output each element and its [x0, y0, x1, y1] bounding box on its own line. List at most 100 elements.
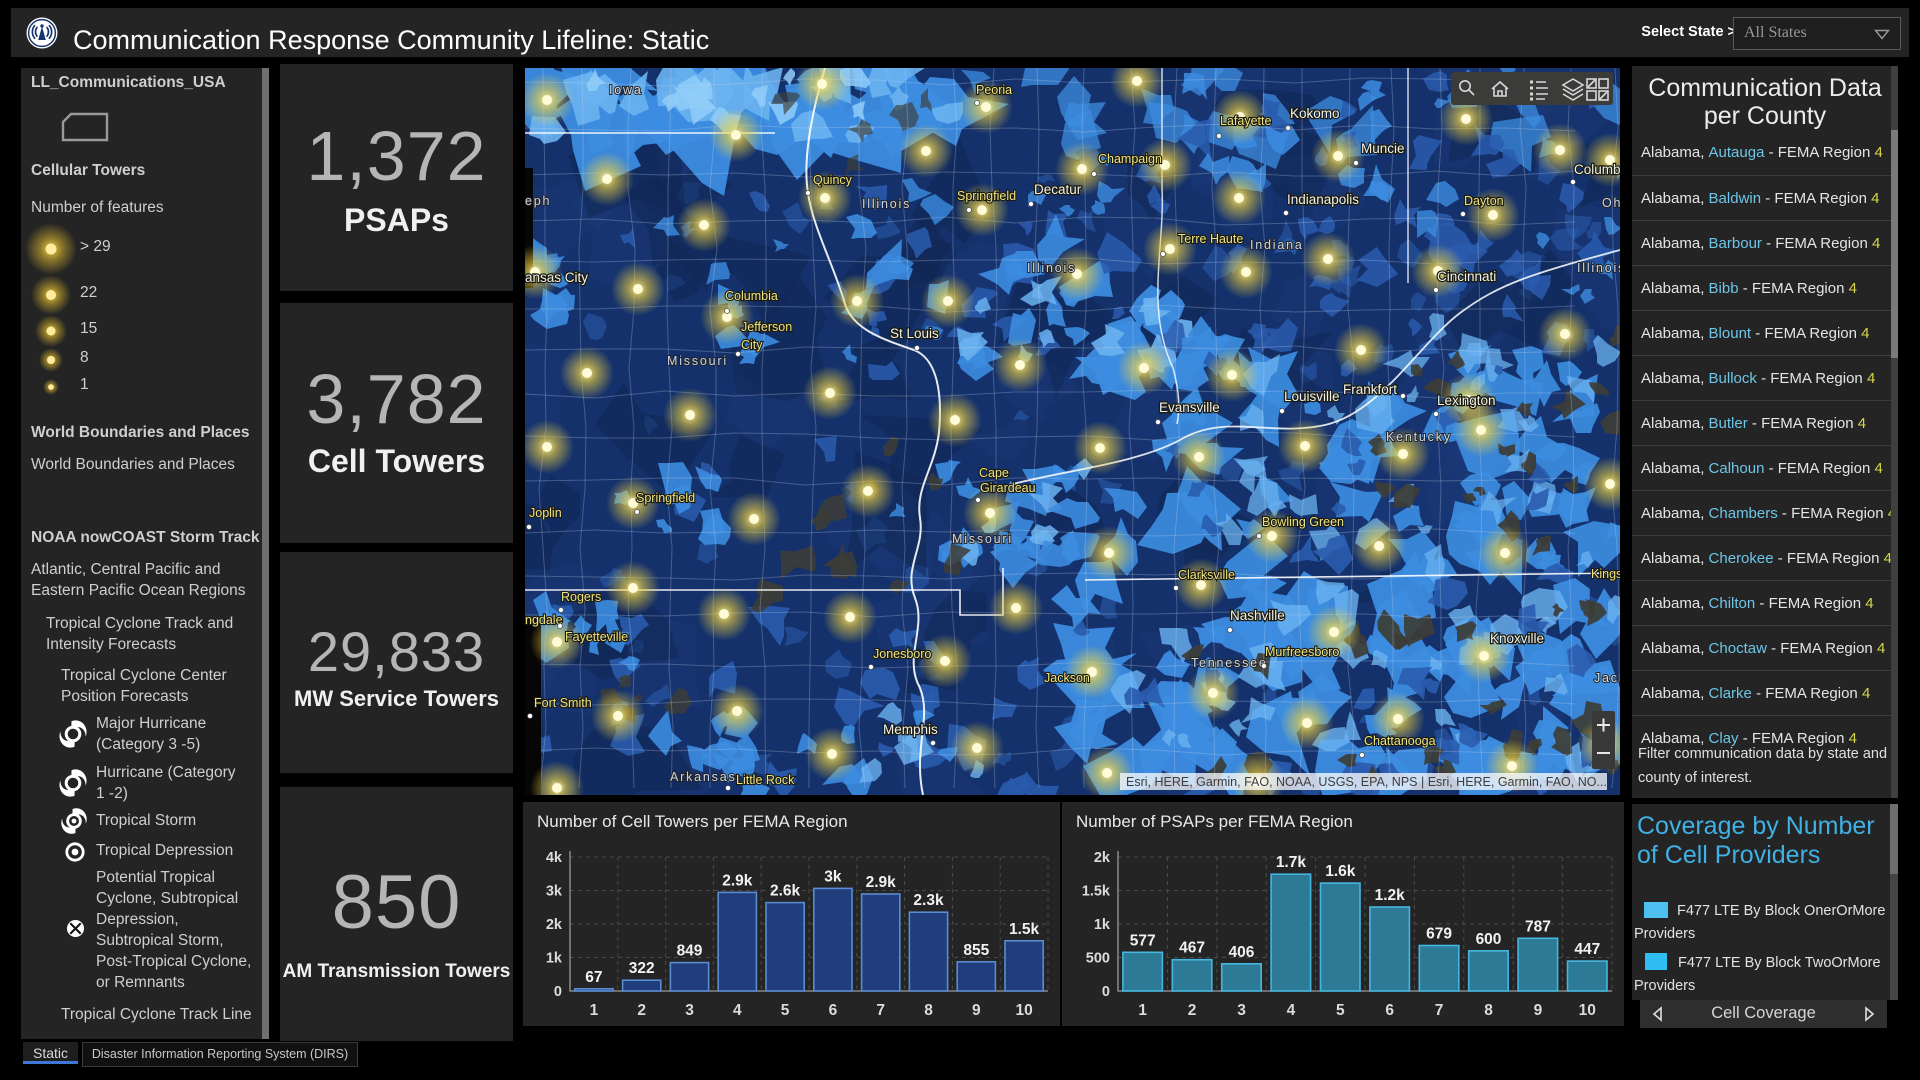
svg-text:Murfreesboro: Murfreesboro — [1265, 645, 1339, 659]
svg-text:Springfield: Springfield — [957, 189, 1016, 203]
svg-text:Indiana: Indiana — [1250, 238, 1304, 252]
svg-text:2.9k: 2.9k — [722, 872, 753, 889]
svg-text:2.9k: 2.9k — [866, 874, 897, 891]
svg-text:3: 3 — [1237, 1002, 1246, 1019]
svg-text:7: 7 — [1435, 1002, 1444, 1019]
svg-text:1.2k: 1.2k — [1375, 887, 1406, 904]
svg-text:3k: 3k — [824, 868, 842, 885]
svg-text:4: 4 — [1287, 1002, 1296, 1019]
svg-text:Missouri: Missouri — [952, 532, 1013, 546]
svg-text:1k: 1k — [546, 951, 563, 967]
svg-text:322: 322 — [629, 960, 655, 977]
svg-text:447: 447 — [1574, 941, 1600, 958]
svg-text:1.5k: 1.5k — [1082, 884, 1111, 900]
svg-text:Iowa: Iowa — [609, 83, 643, 97]
svg-text:Indianapolis: Indianapolis — [1287, 192, 1359, 207]
svg-text:2k: 2k — [546, 917, 563, 933]
svg-text:855: 855 — [963, 942, 989, 959]
svg-text:10: 10 — [1579, 1002, 1596, 1019]
svg-text:Columbia: Columbia — [725, 289, 778, 303]
svg-text:Quincy: Quincy — [813, 173, 853, 187]
svg-text:Decatur: Decatur — [1034, 182, 1082, 197]
svg-text:Jefferson: Jefferson — [741, 320, 792, 334]
svg-text:787: 787 — [1525, 918, 1551, 935]
svg-text:Jonesboro: Jonesboro — [873, 647, 931, 661]
svg-text:467: 467 — [1179, 940, 1205, 957]
svg-text:Bowling Green: Bowling Green — [1262, 515, 1344, 529]
svg-text:Chattanooga: Chattanooga — [1364, 734, 1436, 748]
svg-text:Champaign: Champaign — [1098, 152, 1162, 166]
svg-text:Nashville: Nashville — [1230, 608, 1285, 623]
svg-text:577: 577 — [1130, 932, 1156, 949]
svg-text:eph: eph — [525, 194, 551, 208]
svg-text:4: 4 — [733, 1002, 742, 1019]
svg-text:600: 600 — [1476, 931, 1502, 948]
svg-text:1: 1 — [590, 1002, 599, 1019]
svg-text:9: 9 — [1534, 1002, 1543, 1019]
svg-text:3: 3 — [685, 1002, 694, 1019]
svg-text:2.3k: 2.3k — [913, 892, 944, 909]
svg-text:Joplin: Joplin — [529, 506, 562, 520]
svg-text:Springfield: Springfield — [636, 491, 695, 505]
svg-text:6: 6 — [829, 1002, 838, 1019]
svg-text:2.6k: 2.6k — [770, 883, 801, 900]
svg-text:Clarksville: Clarksville — [1178, 568, 1235, 582]
svg-text:Missouri: Missouri — [667, 354, 728, 368]
svg-text:ngdale: ngdale — [525, 613, 563, 627]
svg-text:6: 6 — [1385, 1002, 1394, 1019]
svg-text:Girardeau: Girardeau — [980, 481, 1036, 495]
svg-text:406: 406 — [1229, 944, 1255, 961]
svg-text:849: 849 — [677, 943, 703, 960]
svg-text:St Louis: St Louis — [890, 326, 939, 341]
svg-text:City: City — [741, 338, 763, 352]
svg-text:Arkansas: Arkansas — [670, 770, 737, 784]
svg-text:Cape: Cape — [979, 466, 1009, 480]
svg-text:0: 0 — [554, 984, 562, 1000]
svg-text:Fayetteville: Fayetteville — [565, 630, 628, 644]
svg-text:Peoria: Peoria — [976, 83, 1012, 97]
svg-text:ansas City: ansas City — [525, 270, 588, 285]
svg-text:2: 2 — [637, 1002, 646, 1019]
svg-text:8: 8 — [1484, 1002, 1493, 1019]
svg-text:Rogers: Rogers — [561, 590, 601, 604]
svg-text:0: 0 — [1102, 984, 1110, 1000]
svg-text:Cincinnati: Cincinnati — [1437, 269, 1496, 284]
svg-text:Columbu: Columbu — [1574, 162, 1620, 177]
svg-text:Illinois: Illinois — [1577, 261, 1620, 275]
svg-text:Esri, HERE, Garmin, FAO, NOAA,: Esri, HERE, Garmin, FAO, NOAA, USGS, EPA… — [1126, 775, 1607, 789]
svg-text:3k: 3k — [546, 884, 563, 900]
svg-text:2k: 2k — [1094, 850, 1111, 866]
svg-text:5: 5 — [781, 1002, 790, 1019]
svg-text:Fort Smith: Fort Smith — [534, 696, 592, 710]
svg-text:Muncie: Muncie — [1361, 141, 1405, 156]
svg-text:Memphis: Memphis — [883, 722, 938, 737]
svg-text:1.5k: 1.5k — [1009, 921, 1040, 938]
svg-text:Kokomo: Kokomo — [1290, 106, 1340, 121]
svg-text:7: 7 — [876, 1002, 885, 1019]
svg-text:2: 2 — [1188, 1002, 1197, 1019]
svg-text:1k: 1k — [1094, 917, 1111, 933]
svg-text:1.7k: 1.7k — [1276, 854, 1307, 871]
svg-text:Lexington: Lexington — [1437, 393, 1496, 408]
svg-text:4k: 4k — [546, 850, 563, 866]
svg-text:5: 5 — [1336, 1002, 1345, 1019]
svg-text:Illinois: Illinois — [1027, 261, 1076, 275]
svg-text:Evansville: Evansville — [1159, 400, 1220, 415]
svg-text:500: 500 — [1086, 951, 1110, 967]
svg-text:Jackso: Jackso — [1594, 671, 1620, 685]
svg-text:Illinois: Illinois — [862, 197, 911, 211]
svg-text:1: 1 — [1138, 1002, 1147, 1019]
svg-text:10: 10 — [1015, 1002, 1032, 1019]
svg-text:Terre Haute: Terre Haute — [1178, 232, 1243, 246]
svg-text:Lafayette: Lafayette — [1220, 114, 1271, 128]
svg-text:8: 8 — [924, 1002, 933, 1019]
svg-text:Louisville: Louisville — [1284, 389, 1340, 404]
svg-text:Kingsp: Kingsp — [1591, 567, 1620, 581]
svg-text:Kentucky: Kentucky — [1386, 430, 1452, 444]
svg-text:Frankfort: Frankfort — [1343, 382, 1397, 397]
svg-text:Knoxville: Knoxville — [1490, 631, 1544, 646]
svg-text:9: 9 — [972, 1002, 981, 1019]
svg-text:Little Rock: Little Rock — [736, 773, 795, 787]
svg-text:67: 67 — [585, 969, 602, 986]
svg-text:Dayton: Dayton — [1464, 194, 1504, 208]
